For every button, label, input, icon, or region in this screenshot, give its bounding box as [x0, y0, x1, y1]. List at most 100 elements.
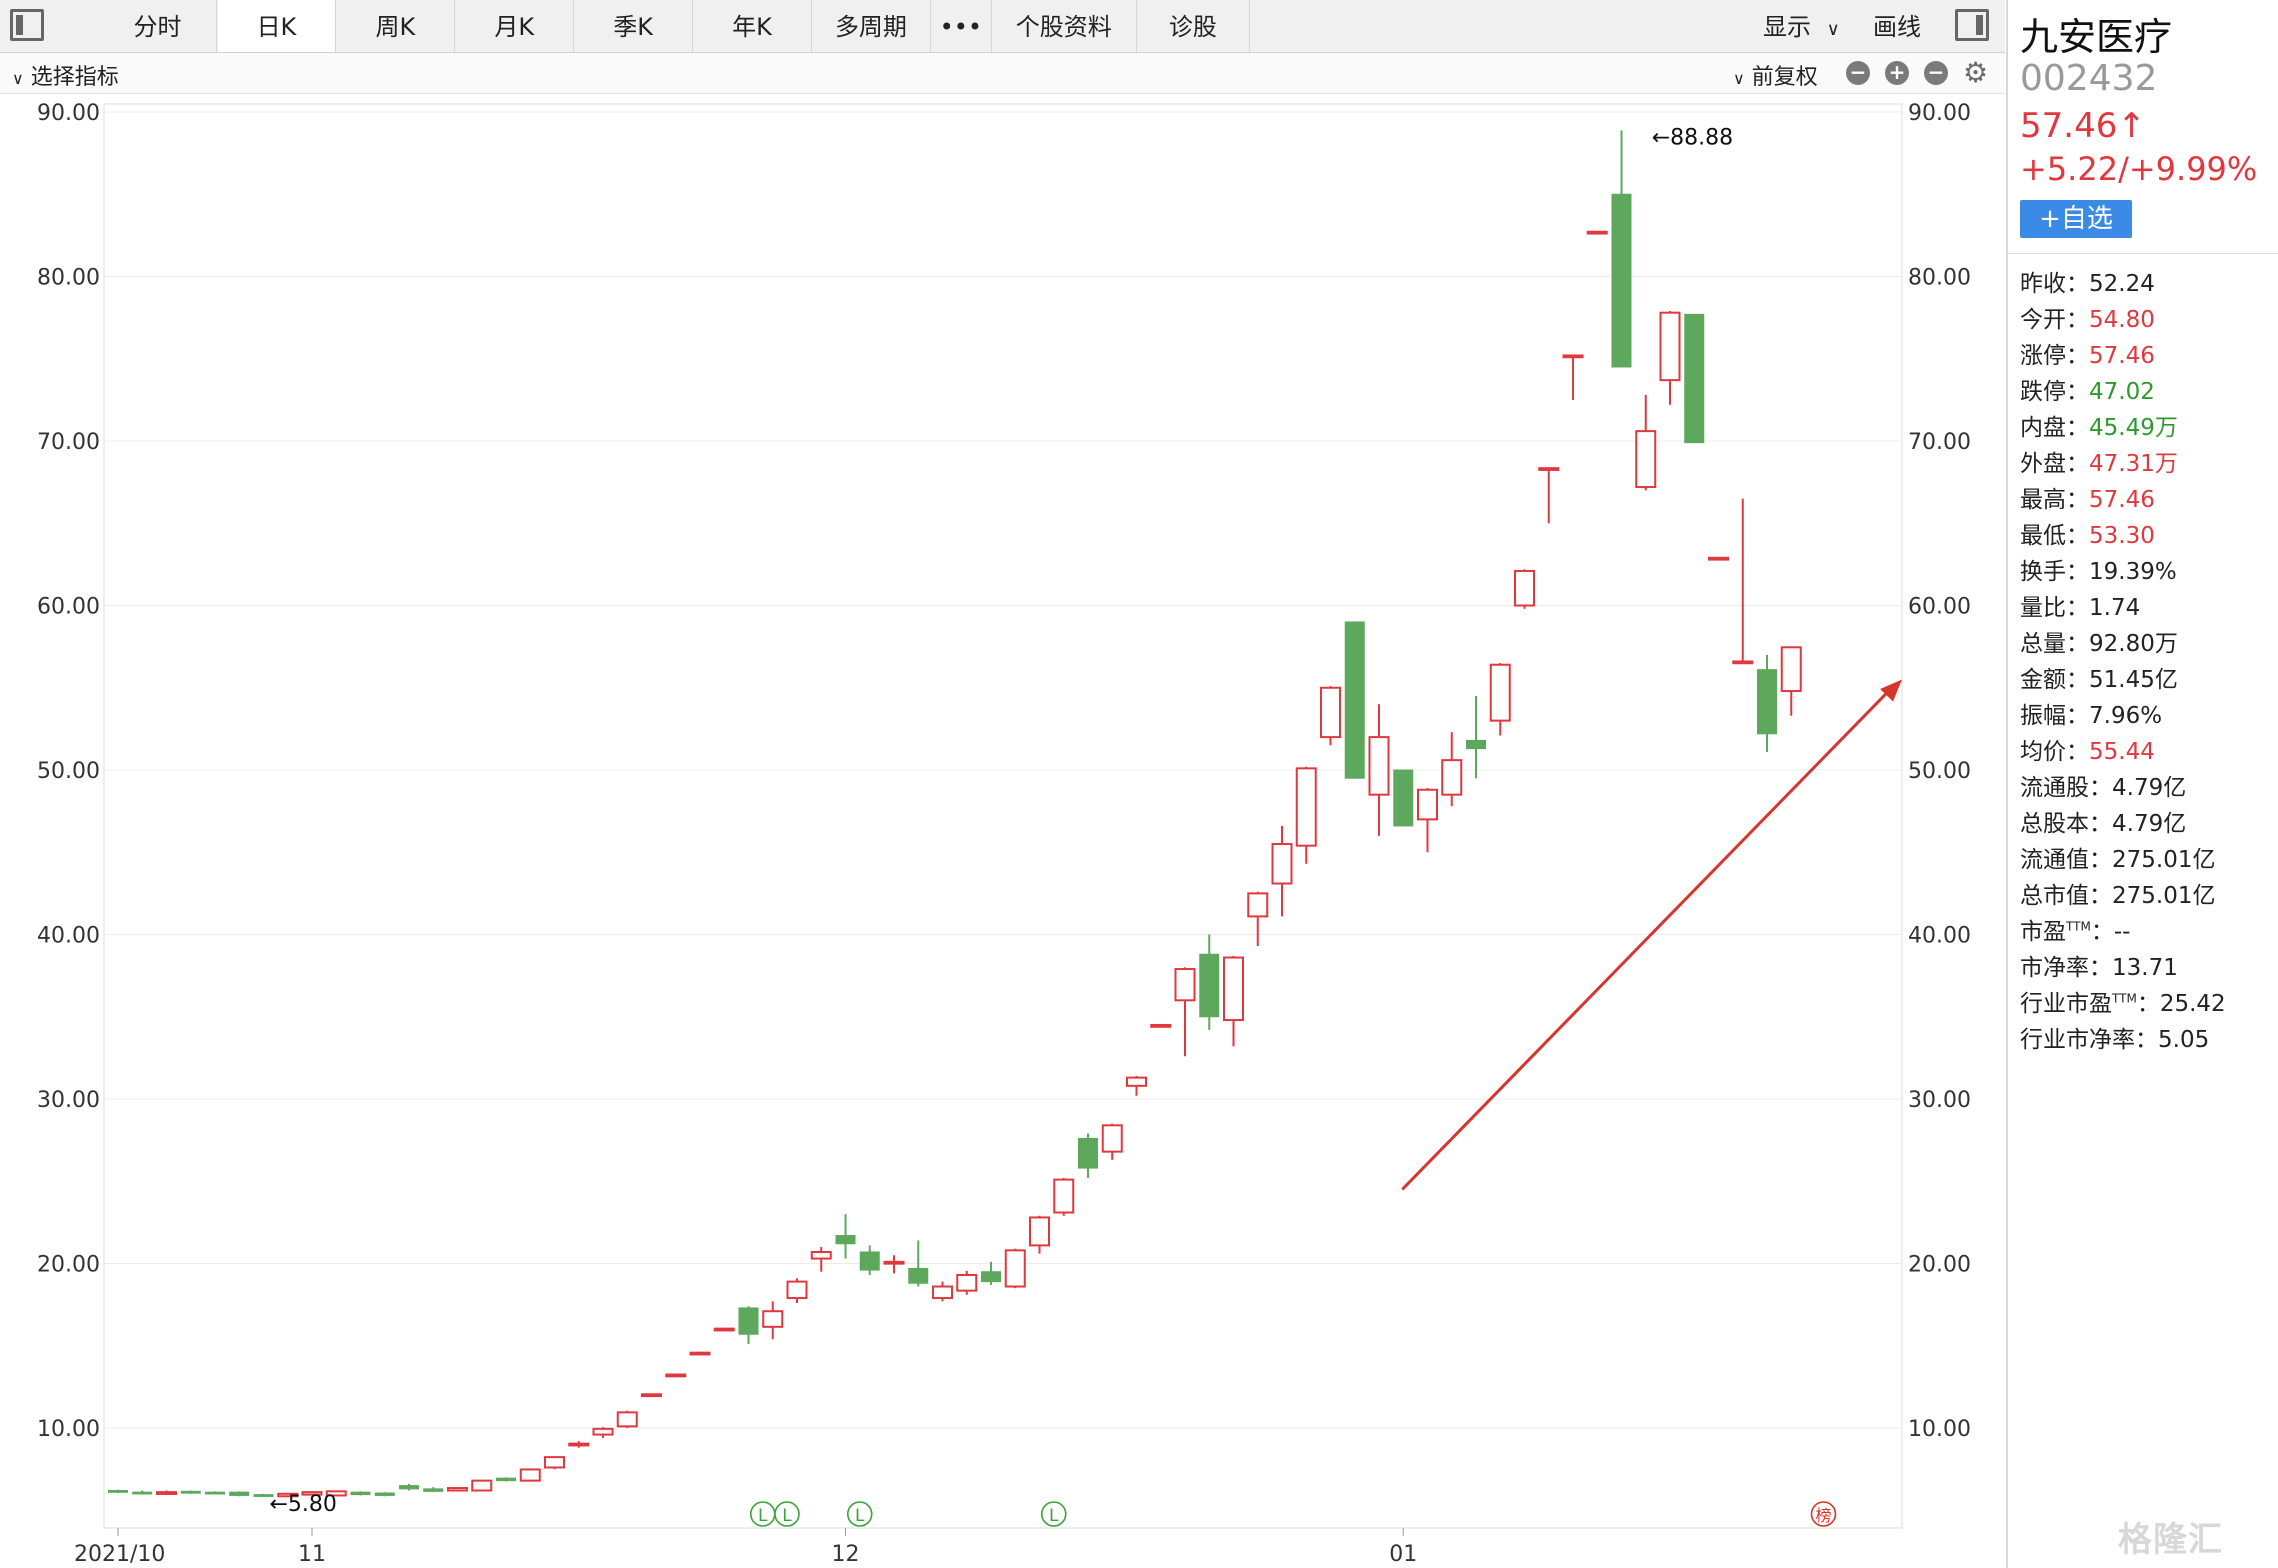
- tab-3[interactable]: 周K: [336, 0, 456, 52]
- event-marker-circle: [1040, 1501, 1067, 1527]
- kline-chart[interactable]: 10.00 10.00 20.00 20.00 30.00 30.00 40.00 40.00…: [0, 94, 2005, 1568]
- candle-body-down: [180, 1490, 201, 1494]
- candle-body-up: [1150, 1023, 1172, 1028]
- add-watchlist-button[interactable]: +自选: [2020, 200, 2132, 238]
- price-annotation: ←88.88: [1652, 125, 1733, 150]
- candle-body-up: [1174, 968, 1196, 1002]
- stat-row: 流通值：275.01亿: [2020, 840, 2215, 874]
- candle: [1126, 1075, 1147, 1096]
- stat-row: 金额：51.45亿: [2020, 660, 2178, 694]
- tab-7[interactable]: 多周期: [812, 0, 931, 52]
- candle-body-up: [665, 1373, 687, 1378]
- candle: [762, 1301, 784, 1340]
- event-marker-label: 榜: [1815, 1506, 1831, 1525]
- stat-label: 振幅：: [2020, 703, 2089, 729]
- tab-2[interactable]: 日K: [217, 0, 337, 52]
- candle-body-down: [981, 1271, 1001, 1283]
- stat-value: --: [2113, 919, 2131, 945]
- candle-body-up: [713, 1327, 735, 1332]
- y-tick-label-left: 70.00: [37, 430, 100, 455]
- stat-row: 内盘：45.49万: [2020, 408, 2178, 442]
- tab-6[interactable]: 年K: [693, 0, 812, 52]
- candle-body-up: [301, 1491, 323, 1496]
- stat-label: 市净率：: [2020, 955, 2112, 981]
- zoom-in-icon[interactable]: +: [1885, 61, 1909, 85]
- y-tick-label-left: 50.00: [37, 759, 100, 784]
- candle: [1368, 704, 1390, 836]
- candlestick-series: [108, 130, 1802, 1498]
- adjust-mode-label: 前复权: [1751, 65, 1818, 90]
- stat-row: 最低：53.30: [2020, 516, 2155, 550]
- trend-arrow-head: [1880, 679, 1902, 702]
- annotations: ←88.88 ←5.80: [270, 125, 1734, 1517]
- stat-label: 金额：: [2020, 667, 2089, 693]
- stat-label: 外盘：: [2020, 451, 2089, 477]
- event-marker-label: L: [1049, 1506, 1059, 1526]
- left-panel-toggle-icon[interactable]: [10, 9, 44, 41]
- stat-value: 55.44: [2089, 739, 2155, 765]
- candle: [786, 1278, 808, 1303]
- indicator-bar: ∨ 选择指标 ∨ 前复权 − + − ⚙: [0, 53, 2005, 94]
- event-marker: L: [774, 1501, 800, 1527]
- candle-body-up: [810, 1250, 832, 1260]
- candle-body-down: [1199, 953, 1220, 1018]
- stat-label: 跌停：: [2020, 379, 2089, 405]
- candle: [1441, 732, 1463, 807]
- candle-body-up: [1635, 430, 1657, 489]
- stat-row: 最高：57.46: [2020, 480, 2155, 514]
- tab-8[interactable]: •••: [931, 0, 992, 52]
- display-menu-button[interactable]: 显示 ∨: [1763, 0, 1840, 52]
- candle-body-down: [908, 1267, 929, 1284]
- tab-4[interactable]: 月K: [455, 0, 575, 52]
- draw-line-button[interactable]: 画线: [1873, 13, 1921, 41]
- candle: [544, 1456, 565, 1470]
- select-indicator-dropdown[interactable]: ∨ 选择指标: [12, 59, 119, 91]
- candle: [471, 1479, 493, 1492]
- y-tick-label-right: 40.00: [1908, 924, 1971, 949]
- candle: [156, 1490, 177, 1495]
- stat-row: 跌停：47.02: [2020, 372, 2155, 406]
- candle: [1514, 569, 1535, 609]
- collapse-icon[interactable]: −: [1846, 61, 1870, 85]
- candle: [956, 1270, 978, 1295]
- candle: [325, 1490, 347, 1497]
- stat-label-colon: ：: [2136, 991, 2160, 1017]
- candle-body-up: [1101, 1124, 1123, 1153]
- adjust-mode-dropdown[interactable]: ∨ 前复权: [1733, 59, 1818, 91]
- candle: [616, 1410, 638, 1428]
- candle-body-up: [277, 1492, 299, 1498]
- stock-change: +5.22/+9.99%: [2020, 150, 2258, 188]
- candle-body-down: [859, 1251, 880, 1271]
- stat-value: 7.96%: [2089, 703, 2163, 729]
- candle-body-down: [229, 1491, 250, 1496]
- right-panel-toggle-icon[interactable]: [1955, 9, 1989, 41]
- tab-5[interactable]: 季K: [574, 0, 694, 52]
- tab-9[interactable]: 个股资料: [992, 0, 1137, 52]
- event-marker-label: L: [758, 1506, 768, 1526]
- stat-value: 45.49万: [2089, 415, 2178, 441]
- stat-row: 市盈TTM：--: [2020, 912, 2130, 946]
- candle: [108, 1489, 128, 1493]
- zoom-out-icon[interactable]: −: [1924, 61, 1948, 85]
- stat-value: 92.80万: [2089, 631, 2178, 657]
- candle-body-up: [689, 1351, 711, 1356]
- tab-1[interactable]: 分时: [99, 0, 218, 52]
- watermark-logo: 格隆汇: [2118, 1520, 2223, 1560]
- candle: [1101, 1123, 1123, 1160]
- candle-body-up: [762, 1310, 784, 1328]
- stat-label: 总股本：: [2020, 811, 2112, 837]
- stat-label: 内盘：: [2020, 415, 2089, 441]
- tab-10[interactable]: 诊股: [1137, 0, 1250, 52]
- candle-body-up: [1514, 569, 1535, 607]
- price-annotation: ←5.80: [270, 1492, 337, 1517]
- gear-icon[interactable]: ⚙: [1963, 56, 1989, 89]
- candle: [1053, 1177, 1075, 1216]
- candle: [1150, 1023, 1172, 1028]
- candle-body-down: [132, 1491, 153, 1495]
- stat-label: 最低：: [2020, 523, 2089, 549]
- stat-label: 涨停：: [2020, 343, 2089, 369]
- x-tick-label: 01: [1389, 1542, 1417, 1567]
- candle: [180, 1490, 201, 1494]
- stat-row: 流通股：4.79亿: [2020, 768, 2186, 802]
